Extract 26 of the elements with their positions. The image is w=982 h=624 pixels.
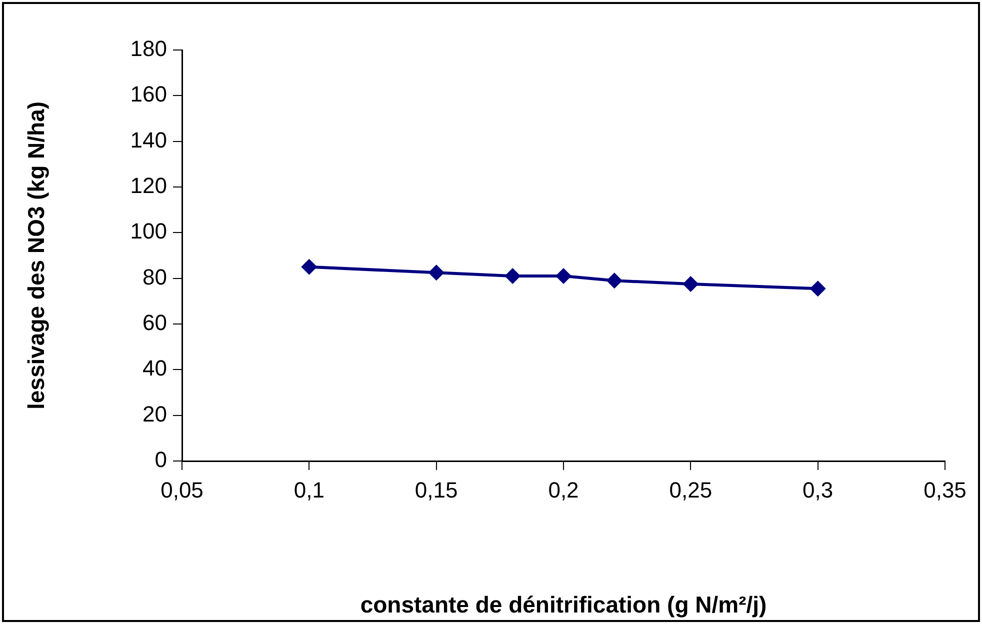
point [810,280,826,297]
y-tick-label: 20 [142,401,167,426]
x-tick-label: 0,3 [802,477,834,502]
y-tick-label: 140 [130,127,167,152]
y-tick-label: 180 [130,36,167,62]
y-axis-title: lessivage des NO3 (kg N/ha) [23,101,50,410]
y-tick-label: 80 [142,264,167,290]
point [301,258,318,275]
y-tick-label: 160 [130,82,167,107]
point [682,276,699,292]
point [428,264,444,281]
y-tick-label: 40 [142,356,167,381]
x-axis-title: constante de dénitrification (g N/m²/j) [360,592,767,618]
y-tick-label: 0 [154,447,167,472]
point [504,268,521,284]
point [606,272,622,289]
x-tick-label: 0,35 [924,477,966,502]
x-tick-label: 0,05 [160,477,204,502]
y-tick-label: 100 [130,218,167,244]
point [556,268,572,284]
x-tick-label: 0,15 [414,477,458,502]
x-tick-label: 0,25 [669,477,712,502]
y-tick-label: 120 [130,173,167,198]
x-tick-label: 0,1 [294,477,324,502]
y-tick-label: 60 [142,310,167,336]
x-tick-label: 0,2 [548,477,579,502]
